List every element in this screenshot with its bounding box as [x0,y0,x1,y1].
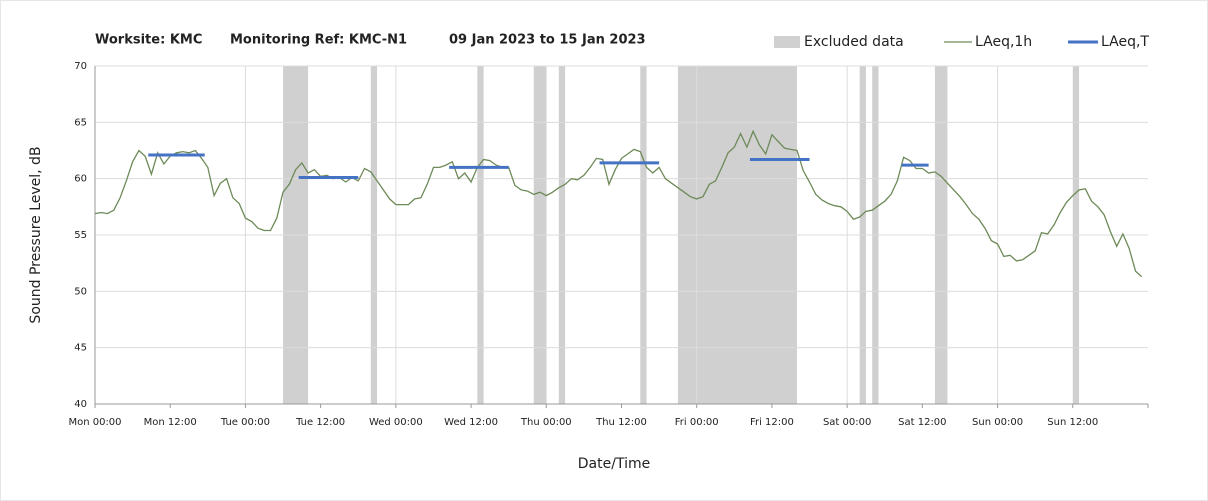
x-tick-label: Thu 12:00 [595,417,647,428]
x-tick-label: Wed 00:00 [369,417,423,428]
x-tick-label: Wed 12:00 [444,417,498,428]
x-tick-label: Sat 00:00 [823,417,871,428]
x-tick-label: Tue 12:00 [295,417,345,428]
x-tick-label: Sat 12:00 [898,417,946,428]
x-tick-label: Thu 00:00 [520,417,572,428]
x-tick-label: Mon 00:00 [68,417,121,428]
y-tick-label: 65 [74,117,87,128]
x-tick-label: Mon 12:00 [144,417,197,428]
y-tick-label: 70 [74,61,87,72]
chart-period: 09 Jan 2023 to 15 Jan 2023 [449,33,646,48]
y-tick-label: 40 [74,399,87,410]
y-tick-label: 60 [74,174,87,185]
legend-swatch [774,36,800,48]
x-tick-label: Fri 12:00 [750,417,794,428]
legend-label: Excluded data [804,34,904,50]
y-tick-label: 45 [74,343,87,354]
y-tick-label: 55 [74,230,87,241]
x-tick-label: Fri 00:00 [675,417,719,428]
chart-title: Worksite: KMC [95,33,202,48]
y-axis-label: Sound Pressure Level, dB [28,146,44,323]
y-tick-label: 50 [74,286,87,297]
x-tick-label: Tue 00:00 [220,417,270,428]
x-tick-label: Sun 00:00 [972,417,1023,428]
x-tick-label: Sun 12:00 [1047,417,1098,428]
chart-reference: Monitoring Ref: KMC-N1 [230,33,407,48]
legend-label: LAeq,T [1101,34,1149,50]
legend-label: LAeq,1h [975,34,1032,50]
x-axis-label: Date/Time [578,456,650,472]
